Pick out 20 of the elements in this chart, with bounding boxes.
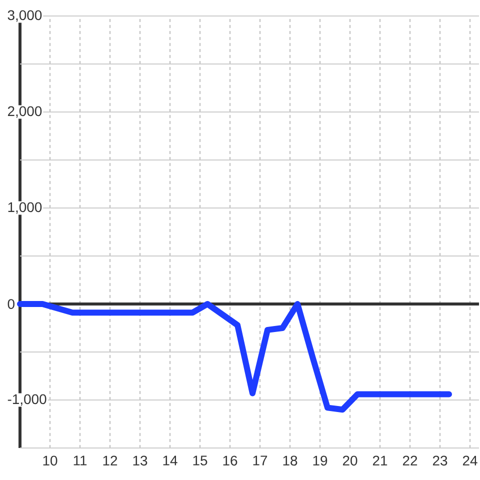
x-tick-label: 11: [74, 456, 87, 466]
x-tick-label: 21: [372, 456, 388, 466]
x-tick-label: 19: [313, 456, 328, 466]
x-tick-label: 20: [342, 456, 358, 466]
y-tick-label: 2,000: [8, 106, 42, 118]
x-tick-label: 14: [163, 456, 178, 466]
x-tick-label: 13: [133, 456, 148, 466]
x-tick-label: 22: [402, 456, 418, 466]
y-tick-label: 0: [8, 299, 14, 309]
x-tick-label: 24: [462, 456, 478, 466]
x-tick-label: 16: [223, 456, 238, 466]
x-tick-label: 18: [283, 456, 298, 466]
x-tick-label: 15: [193, 456, 208, 466]
x-tick-label: 10: [43, 456, 58, 466]
x-tick-label: 23: [432, 456, 448, 466]
y-tick-label: -1,000: [8, 394, 46, 406]
y-tick-label: 3,000: [8, 10, 42, 22]
y-tick-label: 1,000: [8, 202, 42, 214]
x-tick-label: 12: [103, 456, 118, 466]
x-tick-label: 17: [253, 456, 268, 466]
